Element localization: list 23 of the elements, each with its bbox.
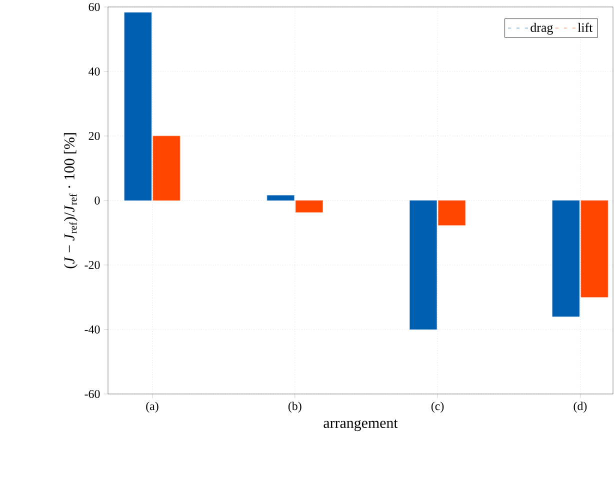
bar [410,200,438,330]
x-axis-title: arrangement [324,419,398,432]
legend-label: lift [578,22,593,32]
y-tick-label: 0 [94,196,100,205]
bar [152,136,180,201]
y-tick-label: 40 [88,67,100,76]
text: (J − J$_{ref}$)/J$_{ref}$ · 100 [%] [64,133,78,268]
y-tick-label: -60 [84,390,100,398]
y-tick-label: -20 [84,260,100,270]
x-tick-label: (b) [288,402,302,413]
y-tick-label: 60 [88,2,100,12]
bar [266,195,294,201]
x-tick-label: (d) [574,402,587,413]
legend-label: drag [530,22,553,35]
y-tick-label: 20 [88,132,100,140]
bar [124,12,152,201]
x-tick-label: (c) [431,402,444,413]
bar [580,200,608,298]
bar [438,200,466,226]
bar [552,200,580,317]
x-tick-label: (a) [146,402,158,413]
bar [295,200,323,213]
y-tick-label: -40 [84,325,100,334]
